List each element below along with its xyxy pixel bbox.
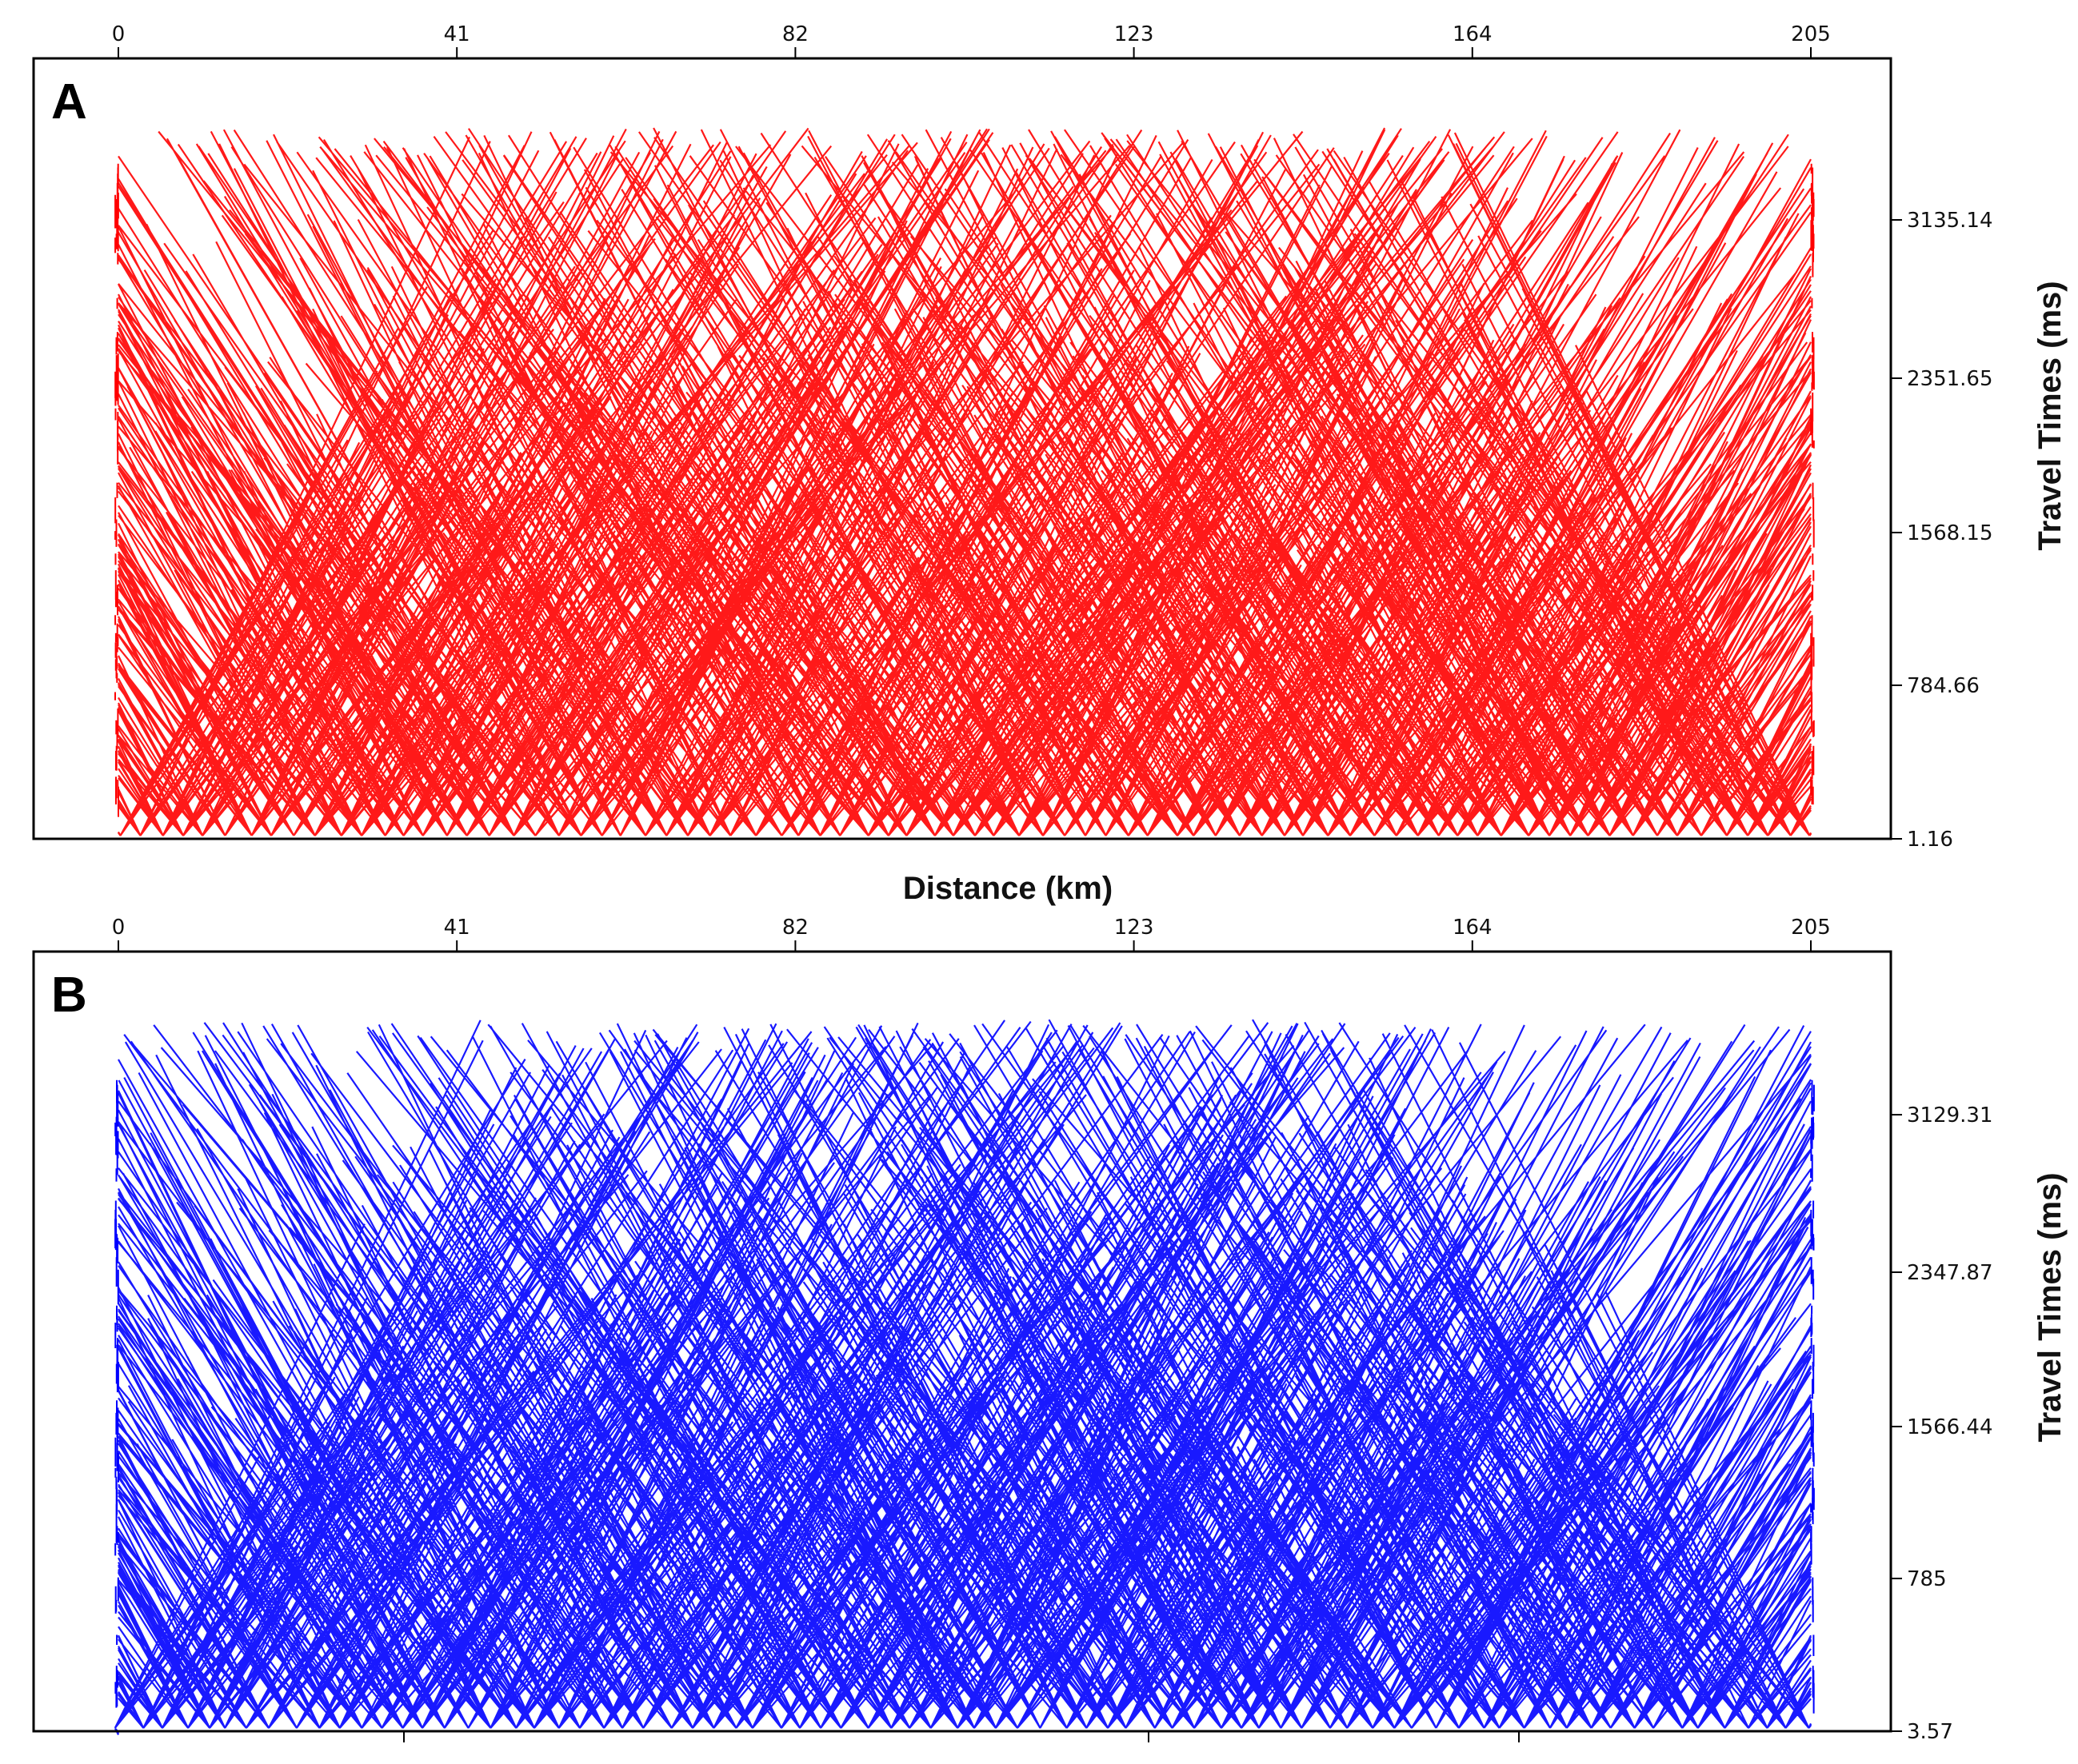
x-tick-label: 82 <box>782 916 809 940</box>
y-tick-label: 785 <box>1907 1567 1947 1591</box>
x-tick-label: 123 <box>1114 22 1154 46</box>
panel-b: B 0 41 82 123 164 205 3.57 785 1566.44 2347.87 31… <box>32 916 2068 1744</box>
x-tick-label: 205 <box>1791 22 1831 46</box>
panel-b-y-ticks: 3.57 785 1566.44 2347.87 3129.31 <box>1891 1103 1993 1744</box>
panel-b-traces <box>114 1019 1815 1735</box>
x-tick-label: 205 <box>1791 916 1831 940</box>
y-tick-label: 1.16 <box>1907 828 1953 852</box>
panel-a-letter: A <box>51 74 87 130</box>
y-tick-label: 3135.14 <box>1907 209 1993 233</box>
travel-time-curves <box>118 127 1812 836</box>
travel-time-edge-segments <box>114 163 1815 817</box>
x-tick-label: 41 <box>444 916 470 940</box>
panel-b-frame <box>32 950 1892 1733</box>
x-tick-label: 0 <box>112 22 126 46</box>
y-tick-label: 3129.31 <box>1907 1103 1993 1127</box>
y-tick-label: 1566.44 <box>1907 1415 1993 1439</box>
panel-a-frame <box>32 57 1892 840</box>
panel-b-bottom-ticks <box>403 1731 1520 1742</box>
x-tick-label: 0 <box>112 916 126 940</box>
y-tick-label: 2351.65 <box>1907 367 1993 391</box>
x-axis-title: Distance (km) <box>903 871 1113 906</box>
travel-time-edge-segments <box>114 1080 1815 1714</box>
panel-a-y-ticks: 1.16 784.66 1568.15 2351.65 3135.14 <box>1891 209 1993 852</box>
travel-time-curves <box>114 1019 1812 1735</box>
y-tick-label: 3.57 <box>1907 1720 1953 1744</box>
x-tick-label: 164 <box>1453 22 1493 46</box>
x-tick-label: 41 <box>444 22 470 46</box>
panel-b-y-axis-title: Travel Times (ms) <box>2032 1172 2068 1442</box>
panel-a-y-axis-title: Travel Times (ms) <box>2032 281 2068 550</box>
y-tick-label: 1568.15 <box>1907 521 1993 545</box>
y-tick-label: 784.66 <box>1907 674 1980 698</box>
panel-b-letter: B <box>51 968 87 1023</box>
panel-b-x-ticks: 0 41 82 123 164 205 <box>112 916 1831 952</box>
panel-a: A 0 41 82 123 164 205 1.16 784.66 1568.15 2351.6… <box>32 22 2068 852</box>
x-tick-label: 164 <box>1453 916 1493 940</box>
panel-a-x-ticks: 0 41 82 123 164 205 <box>112 22 1831 58</box>
x-tick-label: 123 <box>1114 916 1154 940</box>
x-tick-label: 82 <box>782 22 809 46</box>
panel-a-traces <box>114 127 1815 836</box>
y-tick-label: 2347.87 <box>1907 1261 1993 1285</box>
